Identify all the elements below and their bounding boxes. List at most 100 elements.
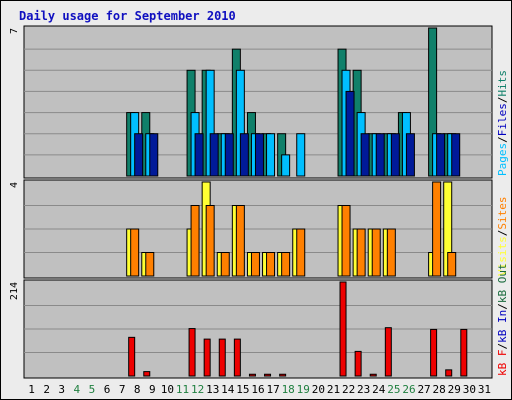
day-label: 16 xyxy=(251,383,264,396)
legend-entry: Sites xyxy=(496,197,509,230)
bar-sites-day-16 xyxy=(250,252,260,277)
panel-middle-legend: Visits/Sites xyxy=(496,197,509,277)
bar-kb-f-day-8 xyxy=(128,336,136,377)
panel-middle: 4 Visits/Sites xyxy=(9,179,509,279)
legend-entry: / xyxy=(496,230,509,237)
legend-entry: kB In xyxy=(496,310,509,343)
y-axis-max-label: 7 xyxy=(9,28,20,34)
bar-files-day-18 xyxy=(281,154,291,177)
bar-pages-day-8 xyxy=(134,133,144,177)
bar-sites-day-15 xyxy=(235,205,245,277)
day-label: 14 xyxy=(221,383,235,396)
bar-files-day-17 xyxy=(266,133,276,177)
bar-kb-f-day-9 xyxy=(143,371,151,377)
bar-pages-day-29 xyxy=(451,133,461,177)
bar-sites-day-8 xyxy=(130,228,140,277)
bar-sites-day-12 xyxy=(190,205,200,277)
day-label: 23 xyxy=(357,383,370,396)
bar-kb-f-day-17 xyxy=(264,373,272,377)
day-label: 20 xyxy=(312,383,325,396)
legend-entry: / xyxy=(496,97,509,104)
bar-sites-day-14 xyxy=(220,252,230,277)
x-axis-day-labels: 1 2 3 4 5 6 7 8 9 10 11 12 13 14 15 16 17 18 19 20 21 22 23 24 2… xyxy=(28,383,491,396)
day-label: 18 xyxy=(282,383,295,396)
bar-kb-f-day-23 xyxy=(354,350,362,377)
bar-kb-f-day-24 xyxy=(369,373,377,377)
day-label: 6 xyxy=(104,383,111,396)
bar-pages-day-23 xyxy=(360,133,370,177)
y-axis-max-label: 214 xyxy=(9,282,20,300)
bar-pages-day-9 xyxy=(149,133,159,177)
legend-entry: Files xyxy=(496,103,509,136)
day-label: 1 xyxy=(28,383,35,396)
bar-pages-day-28 xyxy=(436,133,446,177)
legend-entry: Hits xyxy=(496,70,509,97)
bar-sites-day-13 xyxy=(205,205,215,277)
day-label: 25 xyxy=(387,383,400,396)
y-axis-max-label: 4 xyxy=(9,182,20,188)
day-label: 10 xyxy=(161,383,174,396)
legend-entry: Visits xyxy=(496,236,509,276)
day-label: 8 xyxy=(134,383,141,396)
bar-sites-day-24 xyxy=(371,228,381,277)
day-label: 29 xyxy=(448,383,461,396)
day-label: 27 xyxy=(417,383,430,396)
day-label: 11 xyxy=(176,383,189,396)
legend-entry: Pages xyxy=(496,143,509,176)
day-label: 24 xyxy=(372,383,386,396)
day-label: 4 xyxy=(74,383,81,396)
bar-sites-day-28 xyxy=(432,181,442,277)
bar-sites-day-22 xyxy=(341,205,351,277)
bar-pages-day-22 xyxy=(345,90,355,177)
bar-sites-day-17 xyxy=(266,252,276,277)
bar-kb-f-day-29 xyxy=(445,369,453,377)
bar-kb-f-day-15 xyxy=(233,338,241,377)
day-label: 28 xyxy=(433,383,446,396)
bar-kb-f-day-22 xyxy=(339,281,347,377)
day-label: 13 xyxy=(206,383,219,396)
day-label: 21 xyxy=(327,383,340,396)
bar-pages-day-26 xyxy=(405,133,415,177)
day-label: 7 xyxy=(119,383,126,396)
bar-kb-f-day-14 xyxy=(218,338,226,377)
page-title: Daily usage for September 2010 xyxy=(19,9,236,23)
day-label: 30 xyxy=(463,383,476,396)
day-label: 19 xyxy=(297,383,310,396)
bar-kb-f-day-28 xyxy=(430,328,438,377)
bar-pages-day-14 xyxy=(224,133,234,177)
day-label: 5 xyxy=(89,383,96,396)
legend-entry: kB F xyxy=(496,350,509,377)
legend-entry: kB Out xyxy=(496,263,509,303)
bar-pages-day-13 xyxy=(209,133,219,177)
bar-kb-f-day-13 xyxy=(203,338,211,377)
day-label: 3 xyxy=(58,383,65,396)
panel-bottom-legend: kB F/kB In/kB Out xyxy=(496,263,509,376)
bar-kb-f-day-16 xyxy=(248,373,256,377)
bar-kb-f-day-18 xyxy=(279,373,287,377)
legend-entry: / xyxy=(496,343,509,350)
day-label: 2 xyxy=(43,383,50,396)
bar-sites-day-9 xyxy=(145,252,155,277)
bar-sites-day-18 xyxy=(281,252,291,277)
bar-kb-f-day-30 xyxy=(460,328,468,377)
day-label: 9 xyxy=(149,383,156,396)
bar-sites-day-29 xyxy=(447,252,457,277)
bar-pages-day-15 xyxy=(239,133,249,177)
bar-kb-f-day-12 xyxy=(188,328,196,377)
day-label: 22 xyxy=(342,383,355,396)
day-label: 15 xyxy=(236,383,249,396)
panel-top-legend: Pages/Files/Hits xyxy=(496,70,509,176)
bar-pages-day-25 xyxy=(390,133,400,177)
bar-sites-day-19 xyxy=(296,228,306,277)
day-label: 31 xyxy=(478,383,491,396)
legend-entry: / xyxy=(496,136,509,143)
bar-sites-day-23 xyxy=(356,228,366,277)
bar-sites-day-25 xyxy=(386,228,396,277)
day-label: 17 xyxy=(266,383,279,396)
day-label: 26 xyxy=(402,383,415,396)
bar-pages-day-24 xyxy=(375,133,385,177)
legend-entry: / xyxy=(496,303,509,310)
bar-files-day-19 xyxy=(296,133,306,177)
